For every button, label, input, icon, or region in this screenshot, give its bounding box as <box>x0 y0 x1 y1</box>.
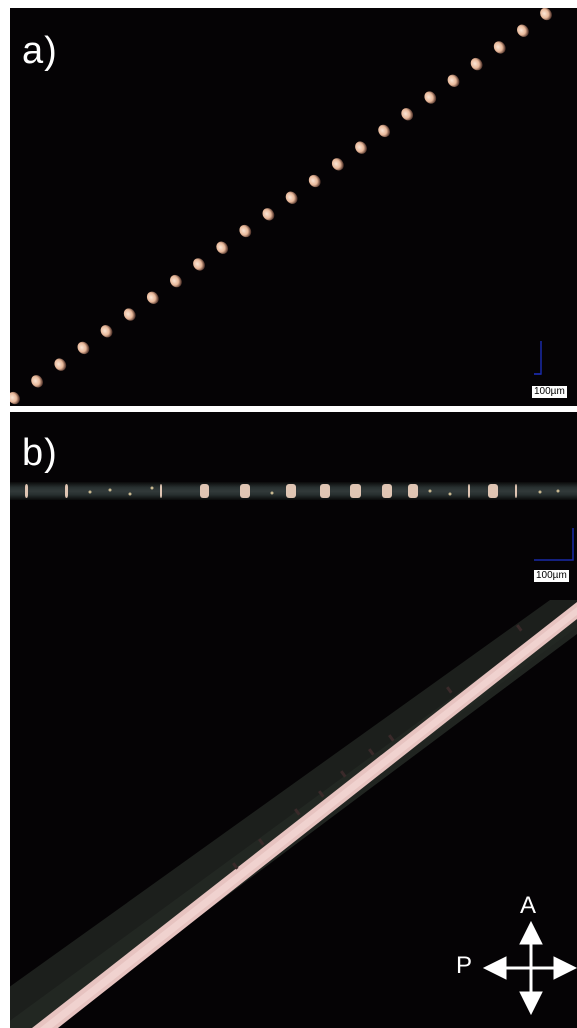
fiber-defect-mark <box>232 862 239 870</box>
birefringent-dot <box>540 8 552 21</box>
birefringent-dot <box>331 158 344 171</box>
fiber-defect-mark <box>446 686 453 694</box>
birefringent-dot <box>77 341 90 355</box>
scale-bar-a <box>534 341 542 375</box>
birefringent-dot <box>100 325 113 338</box>
scale-bar-b <box>534 528 574 561</box>
micrograph-panel-a: a) 100µm <box>10 8 577 406</box>
fiber-defects <box>232 624 523 870</box>
fiber-defect-mark <box>340 770 347 778</box>
fiber-defect-mark <box>388 734 395 742</box>
panel-label-b: b) <box>22 432 58 474</box>
birefringent-dot <box>424 91 437 104</box>
birefringent-dot <box>401 108 414 121</box>
birefringent-dot <box>517 24 529 37</box>
birefringent-dot <box>10 391 20 405</box>
birefringent-dot <box>470 57 483 71</box>
fiber-images-b <box>10 412 577 1028</box>
birefringent-dot <box>239 224 252 238</box>
fiber-defect-mark <box>516 624 523 632</box>
birefringent-dots-a <box>10 8 552 405</box>
birefringent-dot <box>146 291 159 304</box>
birefringent-dot <box>31 375 43 388</box>
fiber-defect-mark <box>317 790 325 798</box>
birefringent-dot <box>378 124 390 138</box>
birefringent-dot <box>193 258 205 271</box>
scale-label-a: 100µm <box>532 386 567 398</box>
birefringent-dot <box>447 74 460 87</box>
birefringent-dot <box>355 141 367 154</box>
polarizer-cross-icon <box>482 920 577 1016</box>
birefringent-dot <box>216 241 229 254</box>
panel-label-a: a) <box>22 30 58 72</box>
fiber-defect-mark <box>294 808 301 816</box>
fiber-defect-mark <box>368 748 375 756</box>
micrograph-panel-b: b) 100µm A P <box>10 412 577 1028</box>
scale-label-b: 100µm <box>534 570 569 582</box>
birefringent-dot <box>308 174 321 188</box>
birefringent-dot <box>493 41 506 54</box>
birefringent-dot <box>285 191 298 204</box>
fiber-defect-mark <box>258 838 265 846</box>
birefringent-dot <box>262 208 275 221</box>
birefringent-dot <box>54 358 67 371</box>
dotted-fiber-image-a <box>10 8 552 405</box>
birefringent-dot <box>123 308 136 321</box>
polarizer-label: P <box>456 952 473 979</box>
birefringent-dot <box>170 274 182 288</box>
analyzer-label: A <box>520 892 537 919</box>
diagonal-fiber <box>10 592 577 1028</box>
